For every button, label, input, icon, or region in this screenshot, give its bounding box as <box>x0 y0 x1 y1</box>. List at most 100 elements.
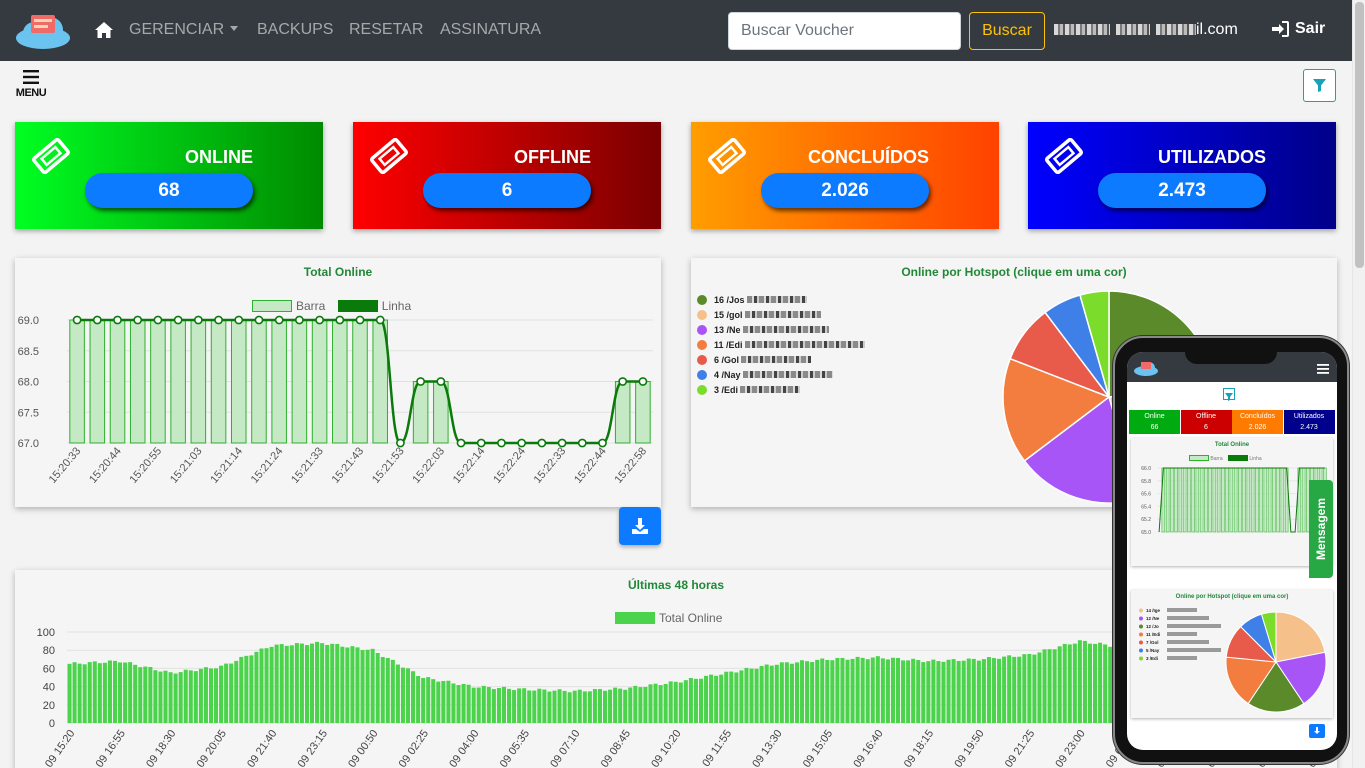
data-point[interactable] <box>92 315 102 325</box>
bar[interactable] <box>582 691 587 723</box>
bar[interactable] <box>643 687 648 723</box>
hotspot-pie-chart[interactable] <box>691 258 1337 507</box>
bar[interactable] <box>628 687 633 723</box>
bar[interactable] <box>779 662 784 723</box>
bar[interactable] <box>739 670 744 723</box>
bar[interactable] <box>405 668 411 723</box>
bar[interactable] <box>259 648 264 723</box>
bar[interactable] <box>193 671 198 723</box>
bar[interactable] <box>198 668 203 723</box>
bar[interactable] <box>815 659 820 723</box>
bar[interactable] <box>355 647 360 723</box>
data-point[interactable] <box>598 438 607 448</box>
home-icon[interactable] <box>94 20 114 40</box>
bar[interactable] <box>345 647 350 723</box>
bar[interactable] <box>214 668 219 723</box>
bar[interactable] <box>380 657 385 723</box>
stat-card-utilizados[interactable]: UTILIZADOS 2.473 <box>1028 122 1336 229</box>
bar[interactable] <box>683 680 688 723</box>
bar[interactable] <box>769 665 774 723</box>
data-point[interactable] <box>133 315 143 325</box>
bar[interactable] <box>486 687 491 723</box>
bar[interactable] <box>72 662 77 723</box>
bar[interactable] <box>340 646 345 723</box>
bar[interactable] <box>234 660 239 723</box>
legend-label-total-online[interactable]: Total Online <box>659 611 723 625</box>
legend-swatch-linha[interactable] <box>337 300 378 312</box>
bar[interactable] <box>754 668 759 723</box>
bar[interactable] <box>794 662 800 723</box>
bar[interactable] <box>921 662 926 723</box>
bar[interactable] <box>1027 653 1032 723</box>
voucher-search-input[interactable] <box>728 12 961 50</box>
stat-card-concluídos[interactable]: CONCLUÍDOS 2.026 <box>691 122 999 229</box>
bar[interactable] <box>335 643 340 723</box>
bar[interactable] <box>129 319 146 444</box>
bar[interactable] <box>916 660 921 723</box>
bar[interactable] <box>291 319 308 444</box>
bar[interactable] <box>1042 649 1047 723</box>
stat-card-online[interactable]: ONLINE 68 <box>15 122 323 229</box>
bar[interactable] <box>82 664 87 723</box>
bar[interactable] <box>183 669 188 723</box>
data-point[interactable] <box>193 315 203 325</box>
pie-legend-item[interactable]: 11 /Edi <box>697 337 865 352</box>
bar[interactable] <box>946 659 951 723</box>
bar[interactable] <box>431 679 436 723</box>
bar[interactable] <box>421 678 426 723</box>
bar[interactable] <box>855 656 860 723</box>
bar[interactable] <box>67 663 72 723</box>
download-button[interactable] <box>619 507 661 545</box>
bar[interactable] <box>360 650 365 723</box>
bar[interactable] <box>87 662 92 723</box>
bar[interactable] <box>400 667 405 723</box>
bar[interactable] <box>658 685 663 723</box>
bar[interactable] <box>330 643 335 723</box>
bar[interactable] <box>724 671 729 723</box>
bar[interactable] <box>436 681 441 723</box>
bar[interactable] <box>941 661 946 723</box>
bar[interactable] <box>264 648 269 723</box>
bar[interactable] <box>1047 649 1052 723</box>
pie-legend-item[interactable]: 13 /Ne <box>697 322 865 337</box>
bar[interactable] <box>830 660 835 723</box>
bar[interactable] <box>744 667 749 723</box>
bar[interactable] <box>956 660 961 723</box>
bar[interactable] <box>577 689 582 723</box>
bar[interactable] <box>1037 652 1042 723</box>
bar[interactable] <box>219 665 224 723</box>
bar[interactable] <box>466 684 471 723</box>
bar[interactable] <box>860 657 865 723</box>
bar[interactable] <box>244 655 249 723</box>
logout-button[interactable]: Sair <box>1271 20 1325 38</box>
bar[interactable] <box>704 675 709 723</box>
bar[interactable] <box>663 683 668 723</box>
bar[interactable] <box>89 319 106 444</box>
bar[interactable] <box>542 689 547 723</box>
data-point[interactable] <box>234 315 244 325</box>
pie-legend-item[interactable]: 15 /gol <box>697 307 865 322</box>
bar[interactable] <box>552 690 557 723</box>
bar[interactable] <box>729 671 734 723</box>
bar[interactable] <box>168 672 173 723</box>
bar[interactable] <box>501 686 507 723</box>
bar[interactable] <box>512 690 517 723</box>
pie-legend-item[interactable]: 16 /Jos <box>697 292 865 307</box>
bar[interactable] <box>325 644 330 723</box>
bar[interactable] <box>618 688 623 723</box>
bar[interactable] <box>118 662 123 723</box>
bar[interactable] <box>597 689 602 723</box>
bar[interactable] <box>835 657 840 723</box>
bar[interactable] <box>251 319 267 444</box>
bar[interactable] <box>633 685 638 723</box>
bar[interactable] <box>698 678 704 723</box>
bar[interactable] <box>92 661 97 723</box>
bar[interactable] <box>1012 656 1017 723</box>
bar[interactable] <box>885 659 890 723</box>
bar[interactable] <box>249 655 254 723</box>
bar[interactable] <box>810 662 815 723</box>
pie-legend-item[interactable]: 4 /Nay <box>697 367 865 382</box>
bar[interactable] <box>789 663 794 723</box>
bar[interactable] <box>668 681 673 723</box>
legend-swatch-barra[interactable] <box>252 300 292 312</box>
